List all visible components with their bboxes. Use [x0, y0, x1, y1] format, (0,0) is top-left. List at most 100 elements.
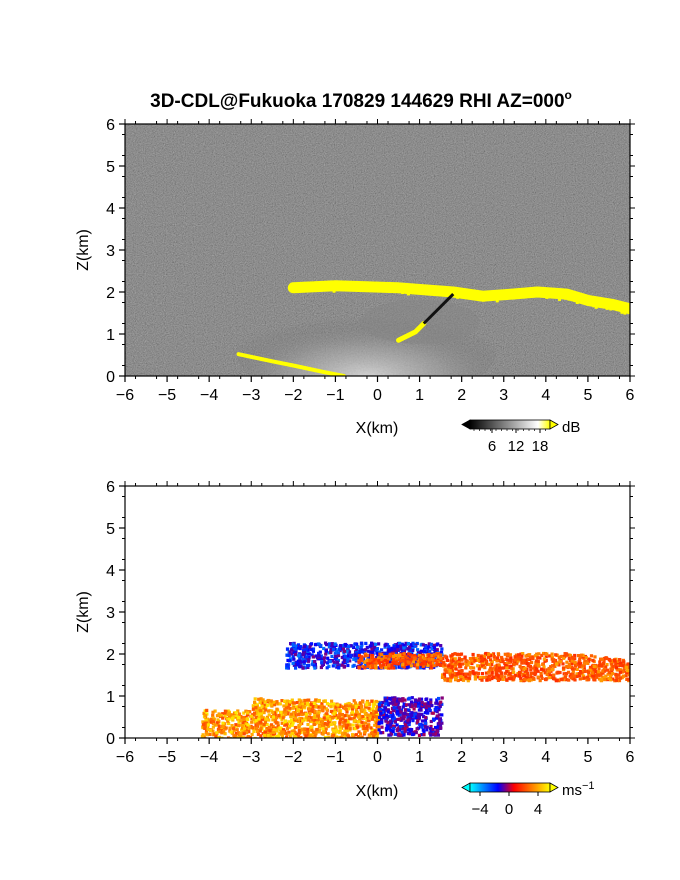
velocity-pixel: [439, 700, 443, 704]
velocity-pixel: [410, 664, 414, 668]
velocity-pixel: [237, 724, 241, 728]
velocity-pixel: [585, 659, 589, 663]
velocity-pixel: [398, 658, 402, 662]
velocity-pixel: [588, 668, 592, 672]
echo-pixel: [372, 286, 376, 290]
x-tick-label: −3: [242, 387, 260, 404]
velocity-pixel: [439, 650, 444, 654]
velocity-pixel: [257, 717, 261, 721]
velocity-pixel: [415, 641, 419, 646]
velocity-pixel: [597, 677, 602, 681]
velocity-pixel: [295, 705, 299, 709]
velocity-pixel: [351, 707, 355, 711]
x-tick-label: 5: [583, 387, 592, 404]
velocity-pixel: [388, 701, 392, 705]
velocity-pixel: [346, 652, 351, 656]
velocity-pixel: [351, 723, 355, 727]
velocity-pixel: [439, 644, 443, 648]
velocity-pixel: [254, 723, 258, 727]
x-tick-label: 0: [373, 387, 382, 404]
velocity-pixel: [298, 705, 302, 709]
echo-pixel: [626, 310, 630, 314]
velocity-pixel: [223, 732, 227, 736]
echo-pixel: [294, 284, 298, 288]
velocity-pixel: [546, 669, 550, 673]
echo-pixel: [443, 289, 447, 293]
velocity-pixel: [403, 711, 407, 715]
velocity-pixel: [350, 712, 354, 717]
velocity-pixel: [586, 670, 591, 674]
velocity-pixel: [440, 647, 444, 651]
velocity-pixel: [223, 714, 227, 718]
velocity-pixel: [393, 718, 397, 722]
velocity-pixel: [251, 707, 255, 711]
velocity-pixel: [259, 720, 263, 724]
velocity-pixel: [578, 658, 582, 662]
velocity-pixel: [237, 731, 241, 735]
velocity-pixel: [514, 662, 519, 666]
velocity-pixel: [319, 654, 323, 658]
velocity-pixel: [582, 667, 586, 671]
velocity-pixel: [581, 664, 585, 668]
velocity-pixel: [269, 699, 273, 703]
velocity-pixel: [211, 719, 215, 723]
velocity-pixel: [548, 674, 552, 678]
velocity-pixel: [599, 673, 603, 677]
velocity-pixel: [597, 670, 601, 674]
velocity-pixel: [390, 664, 394, 668]
velocity-pixel: [464, 659, 468, 663]
x-tick-label: 6: [626, 387, 635, 404]
velocity-pixel: [431, 732, 436, 736]
velocity-pixel: [338, 709, 342, 713]
velocity-pixel: [569, 662, 574, 666]
velocity-pixel: [242, 711, 246, 715]
velocity-pixel: [551, 659, 555, 663]
velocity-pixel: [286, 664, 290, 668]
velocity-pixel: [577, 661, 581, 665]
velocity-pixel: [517, 670, 522, 674]
velocity-pixel: [401, 726, 405, 730]
velocity-pixel: [473, 658, 477, 663]
velocity-pixel: [598, 663, 602, 668]
velocity-pixel: [610, 669, 614, 673]
velocity-pixel: [333, 651, 337, 655]
velocity-pixel: [391, 718, 396, 722]
velocity-pixel: [464, 674, 468, 678]
velocity-pixel: [398, 653, 402, 657]
velocity-pixel: [427, 642, 431, 646]
velocity-pixel: [500, 657, 504, 661]
velocity-pixel: [357, 653, 362, 658]
velocity-pixel: [416, 663, 420, 667]
velocity-pixel: [303, 698, 307, 703]
velocity-pixel: [505, 662, 509, 666]
velocity-pixel: [298, 659, 302, 663]
velocity-pixel: [359, 707, 363, 712]
velocity-pixel: [262, 722, 266, 727]
x-tick-label: −4: [200, 749, 218, 766]
velocity-pixel: [429, 724, 433, 729]
velocity-pixel: [434, 725, 438, 730]
velocity-pixel: [408, 648, 412, 652]
velocity-pixel: [343, 714, 347, 718]
echo-pixel: [587, 300, 591, 304]
velocity-pixel: [423, 725, 427, 729]
echo-pixel: [552, 289, 555, 293]
velocity-pixel: [497, 674, 501, 678]
velocity-pixel: [291, 655, 295, 659]
velocity-pixel: [201, 720, 205, 724]
velocity-pixel: [611, 671, 615, 676]
velocity-pixel: [413, 698, 418, 702]
velocity-pixel: [343, 719, 347, 723]
velocity-pixel: [237, 720, 241, 724]
echo-pixel: [401, 291, 405, 295]
velocity-pixel: [439, 653, 443, 657]
velocity-pixel: [357, 712, 362, 716]
velocity-pixel: [257, 706, 261, 710]
velocity-pixel: [424, 702, 429, 706]
velocity-pixel: [422, 730, 426, 734]
velocity-pixel: [200, 734, 204, 738]
echo-pixel: [456, 288, 460, 292]
velocity-pixel: [588, 674, 592, 678]
velocity-pixel: [608, 658, 612, 662]
velocity-pixel: [451, 652, 455, 657]
